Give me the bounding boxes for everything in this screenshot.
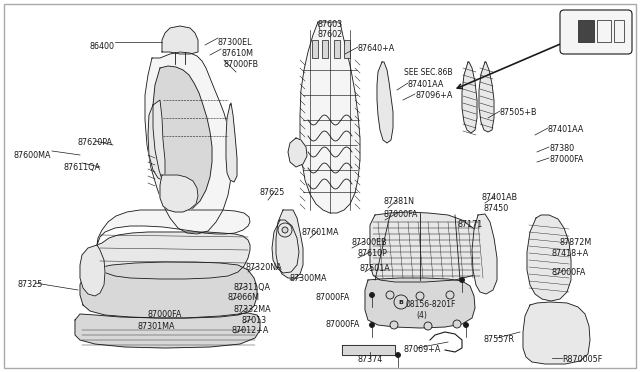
Polygon shape — [160, 175, 198, 212]
Text: 87603: 87603 — [318, 20, 343, 29]
Polygon shape — [80, 262, 257, 318]
Circle shape — [396, 353, 401, 357]
Text: 08156-8201F: 08156-8201F — [405, 300, 456, 309]
Bar — [597, 20, 611, 42]
Bar — [334, 40, 340, 58]
Text: 87000FA: 87000FA — [325, 320, 360, 329]
Text: 87374: 87374 — [358, 355, 383, 364]
Polygon shape — [226, 103, 237, 182]
Text: 87601MA: 87601MA — [302, 228, 339, 237]
Text: 87325: 87325 — [18, 280, 44, 289]
Polygon shape — [75, 313, 260, 348]
Text: 87610M: 87610M — [221, 49, 253, 58]
Polygon shape — [162, 26, 198, 54]
Circle shape — [282, 227, 288, 233]
Polygon shape — [365, 278, 475, 328]
Text: 87320NA: 87320NA — [245, 263, 282, 272]
Text: 87872M: 87872M — [559, 238, 591, 247]
Text: 87501A: 87501A — [360, 264, 391, 273]
Text: 87012+A: 87012+A — [232, 326, 269, 335]
Polygon shape — [527, 215, 571, 301]
Text: 87311QA: 87311QA — [234, 283, 271, 292]
Bar — [312, 40, 318, 58]
Text: 87640+A: 87640+A — [358, 44, 396, 53]
Text: 87171: 87171 — [457, 220, 483, 229]
Bar — [344, 40, 350, 58]
Text: SEE SEC.86B: SEE SEC.86B — [404, 68, 452, 77]
Bar — [578, 20, 594, 42]
Text: 87069+A: 87069+A — [404, 345, 442, 354]
Polygon shape — [145, 52, 232, 234]
Text: 87381N: 87381N — [384, 197, 415, 206]
Text: 87450: 87450 — [484, 204, 509, 213]
Polygon shape — [272, 220, 299, 273]
Polygon shape — [370, 212, 483, 282]
Polygon shape — [462, 62, 477, 133]
Polygon shape — [153, 66, 212, 210]
Circle shape — [463, 323, 468, 327]
Text: 87300EL: 87300EL — [218, 38, 253, 47]
Text: (4): (4) — [416, 311, 427, 320]
Text: 87625: 87625 — [260, 188, 285, 197]
Text: 87000FB: 87000FB — [224, 60, 259, 69]
Polygon shape — [523, 302, 590, 364]
Polygon shape — [342, 345, 395, 355]
Text: 87096+A: 87096+A — [415, 91, 452, 100]
Text: 87066M: 87066M — [228, 293, 260, 302]
FancyBboxPatch shape — [560, 10, 632, 54]
Text: 87611QA: 87611QA — [64, 163, 101, 172]
Circle shape — [424, 322, 432, 330]
Circle shape — [446, 291, 454, 299]
Polygon shape — [276, 210, 303, 278]
Circle shape — [386, 291, 394, 299]
Polygon shape — [97, 210, 250, 245]
Text: 87332MA: 87332MA — [234, 305, 271, 314]
Bar — [322, 40, 328, 58]
Text: 87380: 87380 — [549, 144, 574, 153]
Text: 87401AB: 87401AB — [482, 193, 518, 202]
Text: 87000FA: 87000FA — [315, 293, 349, 302]
Text: 87610P: 87610P — [358, 249, 388, 258]
Text: R870005F: R870005F — [562, 355, 602, 364]
Text: 87000FA: 87000FA — [384, 210, 419, 219]
Text: 87418+A: 87418+A — [551, 249, 588, 258]
Text: 87401AA: 87401AA — [548, 125, 584, 134]
Text: 87401AA: 87401AA — [408, 80, 444, 89]
Polygon shape — [472, 214, 497, 294]
Text: 87300MA: 87300MA — [289, 274, 326, 283]
Text: 87000FA: 87000FA — [549, 155, 584, 164]
Bar — [614, 20, 624, 42]
Text: 87602: 87602 — [318, 30, 343, 39]
Polygon shape — [479, 62, 494, 132]
Polygon shape — [377, 62, 393, 143]
Text: 86400: 86400 — [90, 42, 115, 51]
Text: 87000FA: 87000FA — [551, 268, 586, 277]
Text: 87505+B: 87505+B — [500, 108, 538, 117]
Text: 87300EB: 87300EB — [352, 238, 388, 247]
Text: 87620PA: 87620PA — [77, 138, 112, 147]
Polygon shape — [97, 232, 250, 279]
Polygon shape — [148, 100, 165, 180]
Circle shape — [460, 278, 465, 282]
Text: B: B — [399, 299, 403, 305]
Circle shape — [278, 223, 292, 237]
Polygon shape — [300, 22, 360, 213]
Text: 87557R: 87557R — [484, 335, 515, 344]
Circle shape — [369, 323, 374, 327]
Circle shape — [390, 321, 398, 329]
Circle shape — [369, 292, 374, 298]
Text: 87013: 87013 — [242, 316, 267, 325]
Circle shape — [416, 292, 424, 300]
Text: 87600MA: 87600MA — [14, 151, 51, 160]
Polygon shape — [288, 138, 307, 167]
Text: 87000FA: 87000FA — [148, 310, 182, 319]
Polygon shape — [80, 245, 105, 296]
Text: 87301MA: 87301MA — [138, 322, 175, 331]
Circle shape — [453, 320, 461, 328]
